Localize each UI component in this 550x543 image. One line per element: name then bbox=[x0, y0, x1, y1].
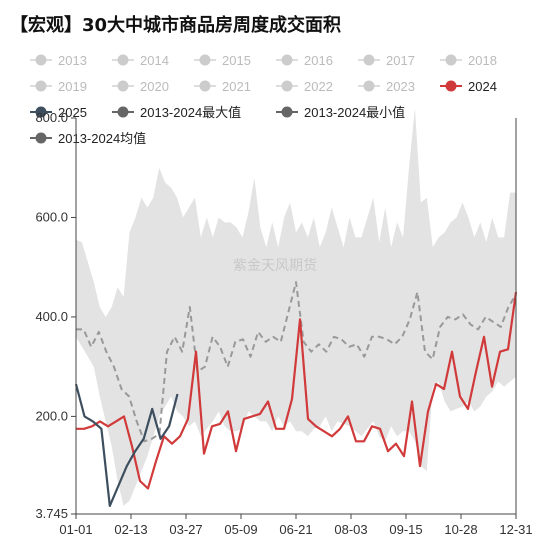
legend-item-2017[interactable]: 2017 bbox=[358, 53, 415, 68]
legend-label: 2023 bbox=[386, 79, 415, 94]
legend-item-2015[interactable]: 2015 bbox=[194, 53, 251, 68]
legend-label: 2013 bbox=[58, 53, 87, 68]
legend-marker bbox=[117, 54, 129, 66]
legend-label: 2019 bbox=[58, 79, 87, 94]
x-tick-label: 08-03 bbox=[334, 522, 367, 537]
legend-label: 2025 bbox=[58, 105, 87, 120]
x-tick-label: 06-21 bbox=[279, 522, 312, 537]
x-tick-label: 01-01 bbox=[59, 522, 92, 537]
series-line-2013-2024均值 bbox=[76, 281, 517, 443]
legend-item-2022[interactable]: 2022 bbox=[276, 79, 333, 94]
legend-item-2013-2024均值[interactable]: 2013-2024均值 bbox=[30, 131, 146, 146]
legend-label: 2013-2024均值 bbox=[58, 131, 146, 146]
legend-item-2014[interactable]: 2014 bbox=[112, 53, 169, 68]
legend-label: 2013-2024最小值 bbox=[304, 105, 405, 120]
y-tick-label: 3.745 bbox=[35, 506, 68, 521]
legend-label: 2024 bbox=[468, 79, 497, 94]
series-line-2024 bbox=[76, 291, 518, 490]
legend-item-2021[interactable]: 2021 bbox=[194, 79, 251, 94]
legend-label: 2015 bbox=[222, 53, 251, 68]
legend-marker bbox=[281, 106, 293, 118]
x-tick-label: 03-27 bbox=[169, 522, 202, 537]
watermark-text: 紫金天风期货 bbox=[233, 257, 317, 274]
plot-area bbox=[74, 108, 518, 507]
legend-marker bbox=[117, 106, 129, 118]
y-tick-label: 800.0 bbox=[35, 110, 68, 125]
legend-label: 2022 bbox=[304, 79, 333, 94]
series-layer bbox=[74, 281, 518, 507]
legend-label: 2013-2024最大值 bbox=[140, 105, 241, 120]
min-max-range-band bbox=[76, 108, 516, 506]
legend-item-2013-2024最大值[interactable]: 2013-2024最大值 bbox=[112, 105, 241, 120]
legend-marker bbox=[35, 132, 47, 144]
legend-item-2019[interactable]: 2019 bbox=[30, 79, 87, 94]
legend-item-2024[interactable]: 2024 bbox=[440, 79, 497, 94]
legend-marker bbox=[281, 54, 293, 66]
legend-marker bbox=[117, 80, 129, 92]
legend-label: 2020 bbox=[140, 79, 169, 94]
legend-item-2013-2024最小值[interactable]: 2013-2024最小值 bbox=[276, 105, 405, 120]
legend-marker bbox=[199, 80, 211, 92]
legend-marker bbox=[445, 54, 457, 66]
legend-item-2023[interactable]: 2023 bbox=[358, 79, 415, 94]
x-tick-label: 10-28 bbox=[444, 522, 477, 537]
legend-marker bbox=[199, 54, 211, 66]
legend-item-2020[interactable]: 2020 bbox=[112, 79, 169, 94]
x-tick-label: 09-15 bbox=[389, 522, 422, 537]
y-ticks: 3.745 200.0 400.0 600.0 800.0 bbox=[35, 110, 76, 521]
legend-label: 2018 bbox=[468, 53, 497, 68]
legend-marker bbox=[281, 80, 293, 92]
legend-label: 2014 bbox=[140, 53, 169, 68]
legend-marker bbox=[35, 80, 47, 92]
legend-marker bbox=[445, 80, 457, 92]
legend-marker bbox=[363, 54, 375, 66]
legend-label: 2017 bbox=[386, 53, 415, 68]
legend-marker bbox=[35, 106, 47, 118]
x-tick-label: 05-09 bbox=[224, 522, 257, 537]
series-line-2025 bbox=[74, 383, 179, 507]
y-tick-label: 400.0 bbox=[35, 309, 68, 324]
x-tick-label: 12-31 bbox=[499, 522, 532, 537]
legend-item-2013[interactable]: 2013 bbox=[30, 53, 87, 68]
x-tick-label: 02-13 bbox=[114, 522, 147, 537]
legend-marker bbox=[363, 80, 375, 92]
axes: 3.745 200.0 400.0 600.0 800.0 01-01 02-13 03-2… bbox=[35, 110, 532, 537]
legend-marker bbox=[35, 54, 47, 66]
y-tick-label: 600.0 bbox=[35, 209, 68, 224]
legend: 2013 2014 2015 2016 2017 2018 2019 2020 2021 2022… bbox=[30, 53, 497, 146]
legend-label: 2016 bbox=[304, 53, 333, 68]
legend-item-2018[interactable]: 2018 bbox=[440, 53, 497, 68]
legend-item-2016[interactable]: 2016 bbox=[276, 53, 333, 68]
legend-item-2025[interactable]: 2025 bbox=[30, 105, 87, 120]
y-tick-label: 200.0 bbox=[35, 408, 68, 423]
chart-title: 【宏观】30大中城市商品房周度成交面积 bbox=[10, 15, 342, 36]
legend-label: 2021 bbox=[222, 79, 251, 94]
x-ticks: 01-01 02-13 03-27 05-09 06-21 08-03 09-15 10-28… bbox=[59, 514, 533, 537]
